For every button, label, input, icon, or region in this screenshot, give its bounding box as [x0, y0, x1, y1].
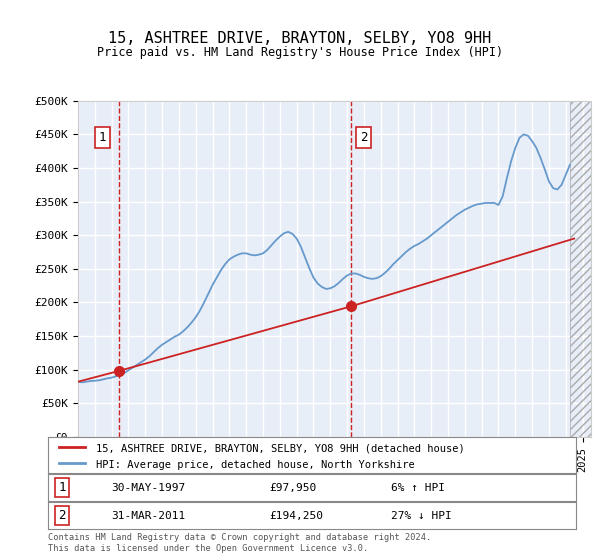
Text: 2: 2: [360, 131, 367, 144]
Text: 15, ASHTREE DRIVE, BRAYTON, SELBY, YO8 9HH (detached house): 15, ASHTREE DRIVE, BRAYTON, SELBY, YO8 9…: [95, 444, 464, 454]
Text: 31-MAR-2011: 31-MAR-2011: [112, 511, 185, 521]
Text: £194,250: £194,250: [270, 511, 324, 521]
Text: £97,950: £97,950: [270, 483, 317, 493]
Text: Price paid vs. HM Land Registry's House Price Index (HPI): Price paid vs. HM Land Registry's House …: [97, 46, 503, 59]
Text: HPI: Average price, detached house, North Yorkshire: HPI: Average price, detached house, Nort…: [95, 460, 414, 470]
Text: 15, ASHTREE DRIVE, BRAYTON, SELBY, YO8 9HH: 15, ASHTREE DRIVE, BRAYTON, SELBY, YO8 9…: [109, 31, 491, 46]
Text: 2: 2: [59, 509, 66, 522]
Text: Contains HM Land Registry data © Crown copyright and database right 2024.
This d: Contains HM Land Registry data © Crown c…: [48, 533, 431, 553]
Text: 6% ↑ HPI: 6% ↑ HPI: [391, 483, 445, 493]
Text: 27% ↓ HPI: 27% ↓ HPI: [391, 511, 452, 521]
Text: 30-MAY-1997: 30-MAY-1997: [112, 483, 185, 493]
Text: 1: 1: [59, 481, 66, 494]
Text: 1: 1: [98, 131, 106, 144]
